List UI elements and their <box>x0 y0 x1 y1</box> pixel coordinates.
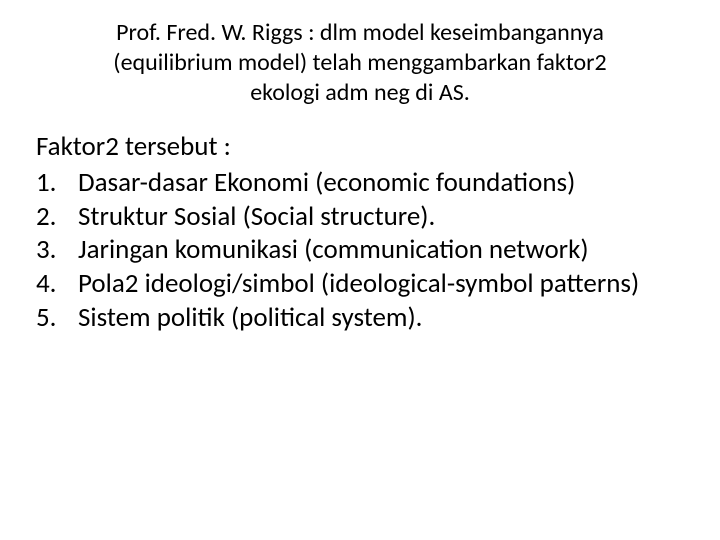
list-text: Pola2 ideologi/simbol (ideological-symbo… <box>78 267 684 301</box>
list-text: Jaringan komunikasi (communication netwo… <box>78 233 684 267</box>
body-intro: Faktor2 tersebut : <box>36 130 684 164</box>
factor-list: 1. Dasar-dasar Ekonomi (economic foundat… <box>36 166 684 335</box>
list-text: Dasar-dasar Ekonomi (economic foundation… <box>78 166 684 200</box>
list-number: 2. <box>36 200 78 234</box>
title-line-1: Prof. Fred. W. Riggs : dlm model keseimb… <box>113 18 606 48</box>
list-text: Sistem politik (political system). <box>78 301 684 335</box>
list-item: 2. Struktur Sosial (Social structure). <box>36 200 684 234</box>
title-line-3: ekologi adm neg di AS. <box>113 78 606 108</box>
list-number: 1. <box>36 166 78 200</box>
list-text: Struktur Sosial (Social structure). <box>78 200 684 234</box>
list-number: 3. <box>36 233 78 267</box>
list-item: 3. Jaringan komunikasi (communication ne… <box>36 233 684 267</box>
list-item: 5. Sistem politik (political system). <box>36 301 684 335</box>
slide-container: Prof. Fred. W. Riggs : dlm model keseimb… <box>0 0 720 540</box>
title-line-2: (equilibrium model) telah menggambarkan … <box>113 48 606 78</box>
slide-body: Faktor2 tersebut : 1. Dasar-dasar Ekonom… <box>36 130 684 335</box>
list-number: 5. <box>36 301 78 335</box>
list-number: 4. <box>36 267 78 301</box>
list-item: 4. Pola2 ideologi/simbol (ideological-sy… <box>36 267 684 301</box>
list-item: 1. Dasar-dasar Ekonomi (economic foundat… <box>36 166 684 200</box>
slide-title: Prof. Fred. W. Riggs : dlm model keseimb… <box>113 18 606 108</box>
